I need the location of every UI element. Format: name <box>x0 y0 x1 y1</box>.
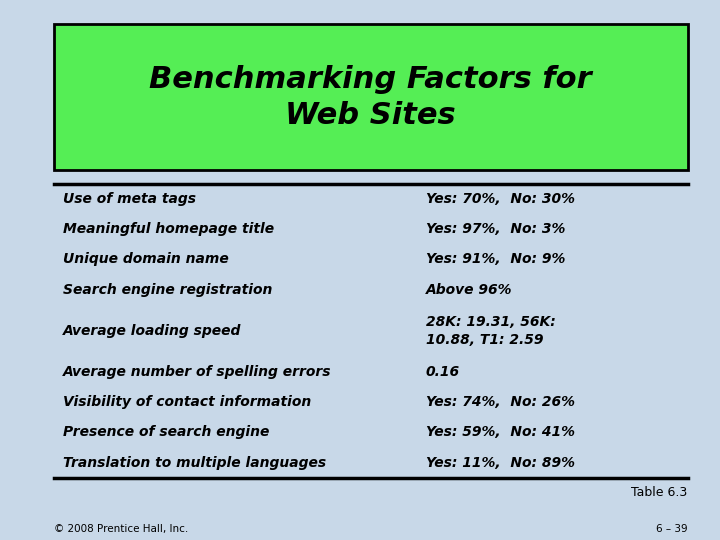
Text: 6 – 39: 6 – 39 <box>656 523 688 534</box>
Text: Average loading speed: Average loading speed <box>63 324 241 338</box>
Text: Benchmarking Factors for
Web Sites: Benchmarking Factors for Web Sites <box>150 65 592 130</box>
Text: Above 96%: Above 96% <box>426 283 512 297</box>
Text: Yes: 59%,  No: 41%: Yes: 59%, No: 41% <box>426 426 575 440</box>
Text: Unique domain name: Unique domain name <box>63 253 228 266</box>
Text: Meaningful homepage title: Meaningful homepage title <box>63 222 274 236</box>
Text: 0.16: 0.16 <box>426 364 459 379</box>
Text: Yes: 70%,  No: 30%: Yes: 70%, No: 30% <box>426 192 575 206</box>
Text: Presence of search engine: Presence of search engine <box>63 426 269 440</box>
Text: Yes: 74%,  No: 26%: Yes: 74%, No: 26% <box>426 395 575 409</box>
Text: Search engine registration: Search engine registration <box>63 283 272 297</box>
Text: 28K: 19.31, 56K:
10.88, T1: 2.59: 28K: 19.31, 56K: 10.88, T1: 2.59 <box>426 314 555 347</box>
Text: Yes: 97%,  No: 3%: Yes: 97%, No: 3% <box>426 222 565 236</box>
Text: Visibility of contact information: Visibility of contact information <box>63 395 311 409</box>
Text: Yes: 11%,  No: 89%: Yes: 11%, No: 89% <box>426 456 575 470</box>
Text: Table 6.3: Table 6.3 <box>631 486 688 499</box>
Text: Yes: 91%,  No: 9%: Yes: 91%, No: 9% <box>426 253 565 266</box>
FancyBboxPatch shape <box>54 24 688 170</box>
Text: © 2008 Prentice Hall, Inc.: © 2008 Prentice Hall, Inc. <box>54 523 188 534</box>
Text: Translation to multiple languages: Translation to multiple languages <box>63 456 325 470</box>
Text: Average number of spelling errors: Average number of spelling errors <box>63 364 331 379</box>
Text: Use of meta tags: Use of meta tags <box>63 192 196 206</box>
